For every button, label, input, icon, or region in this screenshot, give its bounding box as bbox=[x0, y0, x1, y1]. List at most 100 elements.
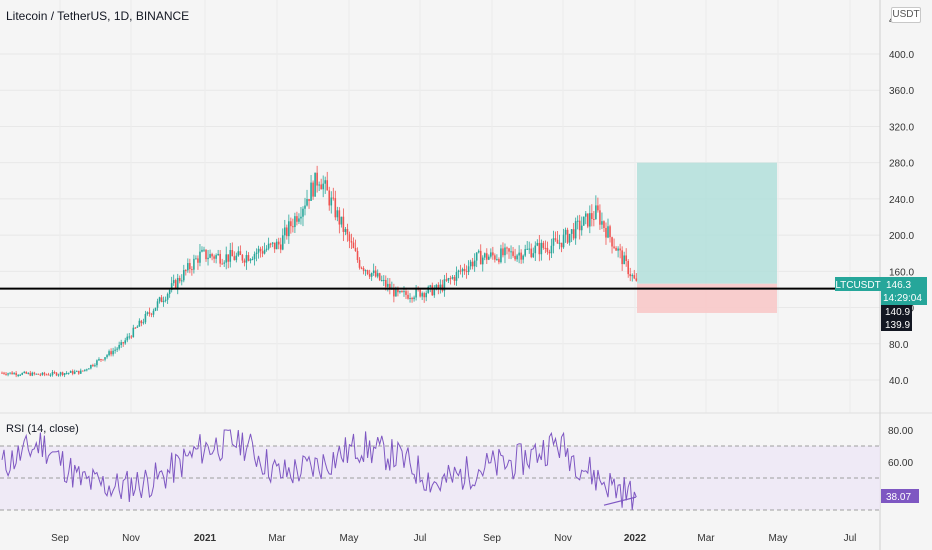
candle-body bbox=[617, 248, 619, 251]
candle-body bbox=[534, 245, 537, 254]
candle-body bbox=[587, 213, 589, 227]
candle-body bbox=[67, 372, 70, 374]
candle-body bbox=[328, 190, 331, 206]
candle-body bbox=[162, 300, 165, 303]
candle-body bbox=[11, 372, 13, 375]
last-price-bg bbox=[881, 277, 927, 305]
candle-body bbox=[205, 249, 207, 260]
candle-body bbox=[77, 370, 80, 374]
time-tick-label: Jul bbox=[844, 533, 857, 544]
time-tick-label: Sep bbox=[483, 533, 501, 544]
candle-body bbox=[284, 227, 286, 236]
candle-body bbox=[160, 297, 163, 303]
price-grid bbox=[0, 53, 880, 381]
candle-body bbox=[259, 248, 262, 252]
candle-body bbox=[352, 242, 355, 248]
candle-body bbox=[118, 344, 120, 349]
candle-body bbox=[463, 268, 466, 272]
candle-body bbox=[47, 374, 50, 376]
candle-body bbox=[385, 279, 387, 287]
candle-body bbox=[154, 307, 157, 311]
line-price-1-label: 140.9 bbox=[885, 307, 910, 318]
candle-body bbox=[332, 197, 335, 199]
candle-body bbox=[124, 340, 127, 344]
candle-body bbox=[574, 221, 577, 239]
candle-body bbox=[615, 247, 617, 251]
candle-body bbox=[469, 261, 472, 267]
candle-body bbox=[255, 252, 258, 255]
candle-body bbox=[591, 213, 593, 220]
divergence-line[interactable] bbox=[603, 496, 637, 506]
time-axis[interactable]: Sep Nov 2021 Mar May Jul Sep Nov 2022 Mar May Jul bbox=[51, 533, 856, 544]
candle-body bbox=[7, 373, 9, 375]
candle-body bbox=[296, 216, 298, 222]
candle-body bbox=[461, 268, 464, 272]
price-tick-label: 280.0 bbox=[889, 159, 914, 170]
candle-body bbox=[88, 368, 90, 370]
candle-body bbox=[191, 269, 193, 271]
candle-body bbox=[209, 254, 211, 258]
candle-body bbox=[498, 259, 500, 263]
candle-body bbox=[358, 259, 361, 268]
currency-button[interactable]: USDT bbox=[891, 7, 921, 23]
candle-body bbox=[269, 243, 272, 245]
candle-body bbox=[211, 254, 213, 257]
candle-body bbox=[166, 293, 169, 300]
price-tick-label: 400.0 bbox=[889, 50, 914, 61]
candle-body bbox=[73, 371, 76, 374]
candle-body bbox=[427, 286, 430, 293]
candle-body bbox=[263, 249, 266, 254]
candle-body bbox=[302, 208, 304, 217]
candle-body bbox=[49, 374, 52, 376]
candle-body bbox=[399, 290, 401, 293]
candle-body bbox=[45, 374, 48, 376]
candle-body bbox=[479, 250, 482, 265]
candle-body bbox=[334, 198, 337, 218]
candle-body bbox=[275, 241, 278, 250]
candle-body bbox=[39, 374, 42, 376]
price-tick-label: 320.0 bbox=[889, 122, 914, 133]
candle-body bbox=[187, 263, 189, 271]
price-axis[interactable]: 40.080.0120.0160.0200.0240.0280.0320.036… bbox=[889, 15, 914, 387]
candle-body bbox=[90, 364, 92, 369]
candle-body bbox=[142, 322, 145, 324]
candle-body bbox=[53, 372, 56, 374]
symbol-label-bg bbox=[835, 277, 881, 291]
candle-body bbox=[304, 205, 306, 209]
candle-body bbox=[253, 254, 256, 260]
candle-body bbox=[247, 255, 250, 261]
candle-body bbox=[570, 229, 573, 234]
candle-body bbox=[389, 283, 391, 290]
candle-body bbox=[344, 228, 347, 232]
candle-body bbox=[364, 270, 367, 272]
candle-body bbox=[419, 289, 421, 297]
time-tick-label: Mar bbox=[697, 533, 715, 544]
candle-body bbox=[23, 371, 26, 374]
candle-body bbox=[221, 263, 223, 265]
candle-body bbox=[326, 180, 329, 191]
target-zone[interactable] bbox=[637, 162, 777, 284]
candle-body bbox=[540, 242, 543, 255]
candle-body bbox=[69, 371, 72, 373]
candle-body bbox=[35, 373, 38, 375]
candle-body bbox=[116, 348, 118, 350]
candle-body bbox=[273, 242, 276, 250]
candle-body bbox=[613, 246, 615, 248]
candle-body bbox=[249, 259, 252, 261]
candle-body bbox=[429, 285, 432, 287]
candle-body bbox=[459, 270, 462, 272]
candle-body bbox=[231, 250, 234, 257]
rsi-tick-label: 60.00 bbox=[888, 458, 913, 469]
candle-body bbox=[164, 299, 167, 301]
candle-body bbox=[445, 279, 448, 281]
candle-body bbox=[564, 229, 567, 235]
candle-body bbox=[552, 238, 555, 246]
candle-body bbox=[348, 234, 351, 242]
rsi-value-label: 38.07 bbox=[886, 492, 911, 503]
candle-body bbox=[261, 251, 264, 254]
candle-body bbox=[79, 370, 82, 374]
candle-body bbox=[635, 278, 638, 281]
candle-body bbox=[19, 374, 21, 376]
candle-body bbox=[437, 284, 440, 290]
